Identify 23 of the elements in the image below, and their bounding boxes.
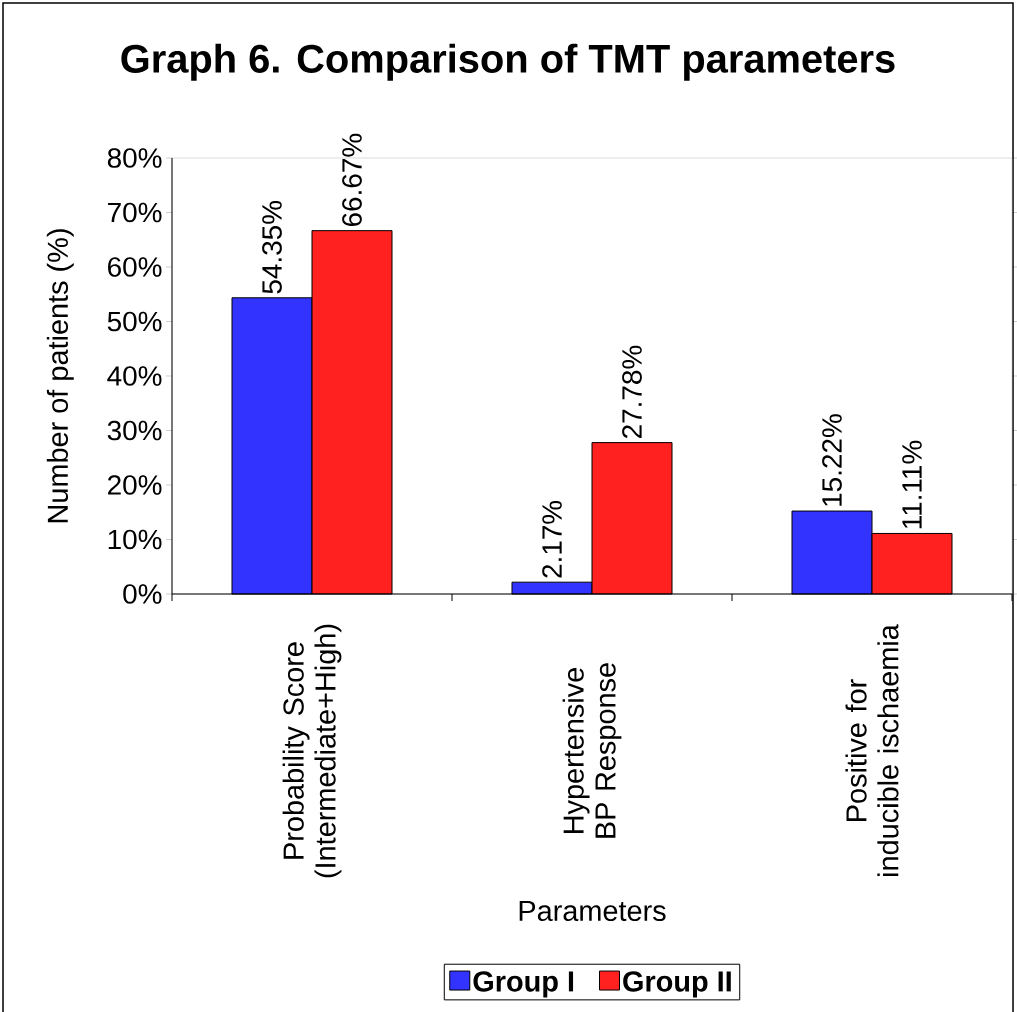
legend-label: Group II <box>623 971 731 998</box>
y-tick-label: 40% <box>107 366 162 386</box>
y-tick-label: 80% <box>107 148 162 168</box>
data-label: 54.35% <box>262 200 282 294</box>
data-label: 27.78% <box>622 345 642 438</box>
x-axis-title: Parameters <box>519 900 666 922</box>
y-tick-label: 10% <box>108 529 162 550</box>
chart-title: Graph 6. Comparison of TMT parameters <box>121 43 895 81</box>
data-label: 11.11% <box>902 440 922 529</box>
y-tick-label: 0% <box>123 584 162 604</box>
x-tick-label: Positive for inducible ischaemia <box>845 624 899 876</box>
y-tick-label: 70% <box>108 202 162 223</box>
x-tick-label: Hypertensive BP Response <box>562 663 622 838</box>
y-tick-label: 50% <box>107 311 162 332</box>
y-tick-label: 20% <box>108 475 162 495</box>
x-tick-label: Probability Score (Intermediate+High) <box>282 624 342 878</box>
y-axis-title: Number of patients (%) <box>46 229 74 523</box>
data-label: 15.22% <box>822 414 842 506</box>
legend-label: Group I <box>473 971 574 998</box>
data-label: 66.67% <box>342 133 362 227</box>
y-tick-label: 30% <box>107 420 162 441</box>
y-tick-label: 60% <box>108 257 162 277</box>
data-label: 2.17% <box>542 500 562 578</box>
